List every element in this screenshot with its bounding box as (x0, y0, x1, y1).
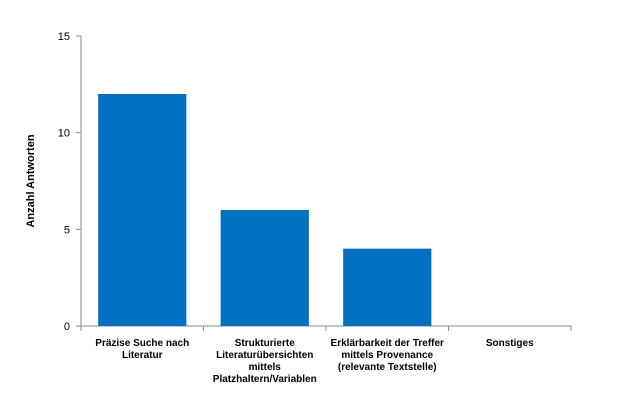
x-tick-label-line: Strukturierte (235, 338, 295, 349)
y-tick-label: 10 (58, 128, 70, 140)
y-tick-label: 0 (64, 321, 70, 333)
x-tick-label: Präzise Suche nach Literatur (95, 338, 189, 361)
y-tick-label: 15 (58, 31, 70, 43)
x-tick-label-line: (relevante Textstelle) (338, 362, 437, 373)
x-tick-label-line: Erklärbarkeit der Treffer (331, 338, 444, 349)
x-tick-label-line: Sonstiges (486, 338, 534, 349)
bar (98, 94, 187, 326)
x-tick-label-line: Präzise Suche nach (95, 338, 189, 349)
y-axis-label: Anzahl Antworten (25, 134, 37, 227)
x-tick-label: Sonstiges (486, 338, 534, 349)
x-tick-label-line: Literaturübersichten (216, 350, 313, 361)
bars (98, 94, 432, 326)
bar (343, 248, 432, 326)
y-ticks: 0 5 10 15 (58, 31, 81, 333)
x-tick-label: Erklärbarkeit der Treffer mittels Provena… (331, 338, 444, 373)
x-tick-label-line: mittels (249, 362, 282, 373)
bar (220, 210, 309, 326)
y-tick-label: 5 (64, 224, 70, 236)
x-tick-label-line: Platzhaltern/Variablen (213, 374, 317, 385)
x-tick-labels: Präzise Suche nach Literatur Strukturierte… (95, 338, 534, 385)
x-tick-label: Strukturierte Literaturübersichten mittels… (213, 338, 317, 385)
x-tick-label-line: Literatur (122, 350, 163, 361)
x-tick-label-line: mittels Provenance (341, 350, 433, 361)
